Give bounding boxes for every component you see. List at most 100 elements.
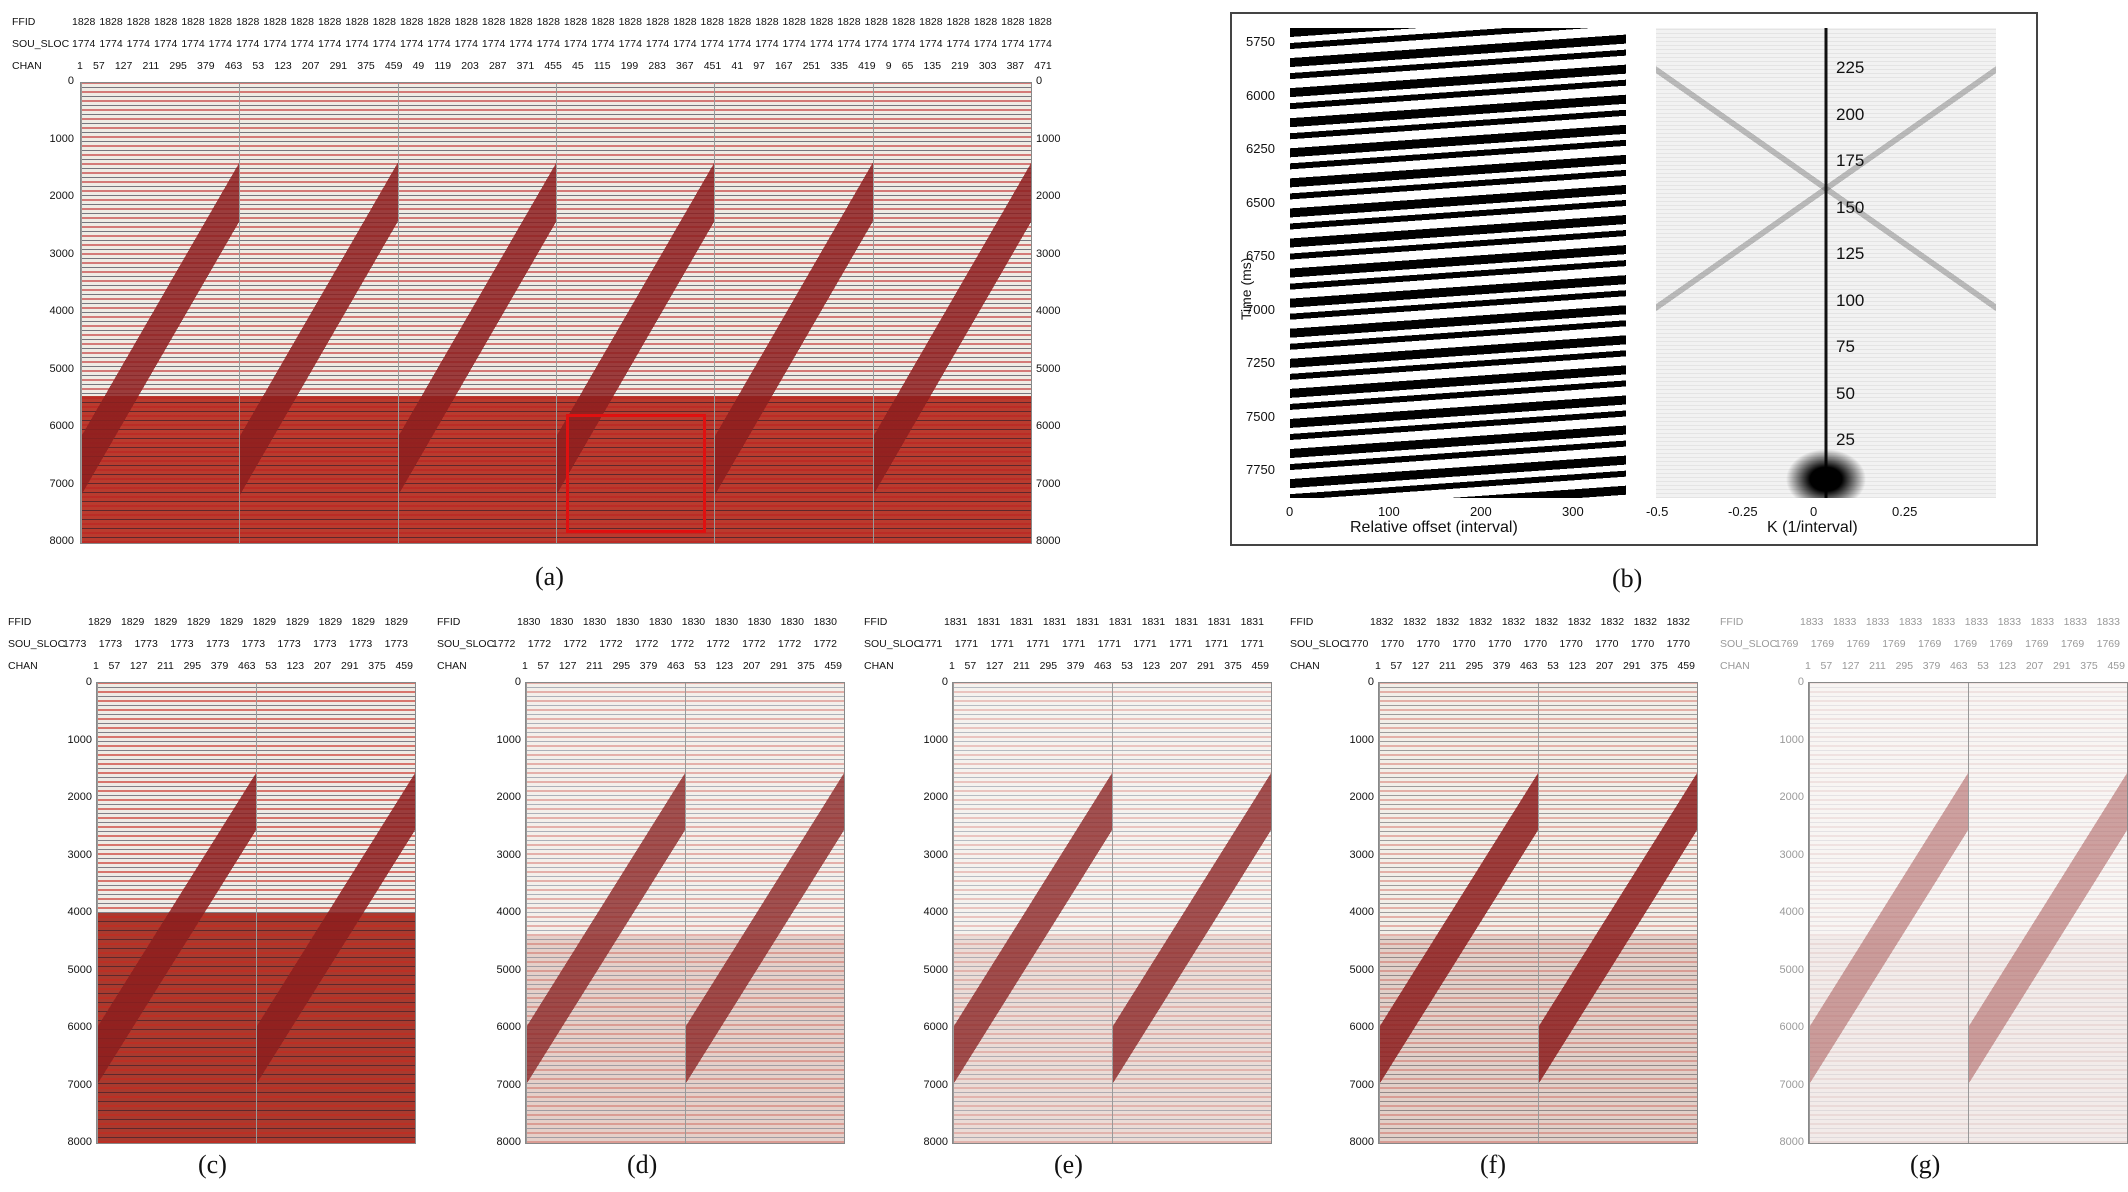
sou-value: 1773 — [170, 638, 194, 650]
y-tick-label: 0 — [514, 676, 521, 688]
ffid-value: 1829 — [351, 616, 375, 628]
sou-value: 1769 — [1882, 638, 1906, 650]
chan-value: 211 — [142, 60, 160, 72]
chan-value: 375 — [1650, 660, 1668, 672]
chan-values: 1 57 127 211 295 379 463 53 123 207 291 375 459 49 119… — [77, 60, 1052, 72]
chan-value: 463 — [238, 660, 256, 672]
sou-value: 1774 — [727, 38, 752, 50]
sou-value: 1773 — [98, 638, 123, 650]
shot-gather-segment — [685, 683, 844, 1143]
chan-value: 295 — [1895, 660, 1914, 672]
y-tick-label: 7000 — [496, 1078, 521, 1091]
shot-gather-segment — [1538, 683, 1697, 1143]
sou-value: 1769 — [1810, 638, 1835, 650]
sou-value: 1769 — [1953, 638, 1978, 650]
chan-value: 375 — [797, 660, 815, 672]
chan-value: 211 — [157, 660, 174, 672]
sou-value: 1774 — [72, 38, 96, 50]
chan-value: 119 — [434, 60, 452, 72]
shot-gather-segment — [1112, 683, 1271, 1143]
chan-value: 459 — [384, 60, 403, 72]
ffid-value: 1830 — [780, 616, 804, 628]
ffid-value: 1832 — [1534, 616, 1559, 628]
ffid-value: 1828 — [837, 16, 861, 28]
chan-value: 379 — [639, 660, 658, 672]
ffid-value: 1828 — [618, 16, 642, 28]
chan-value: 57 — [92, 60, 105, 72]
y-tick-label: 5000 — [923, 963, 948, 976]
y-tick-label: 8000 — [1036, 535, 1061, 547]
chan-value: 207 — [313, 660, 332, 672]
chan-value: 57 — [964, 660, 977, 672]
y-tick-label: 6000 — [1349, 1021, 1374, 1033]
k-tick-label: -0.25 — [1728, 504, 1758, 519]
chan-value: 291 — [1197, 660, 1215, 672]
sou-value: 1770 — [1523, 638, 1548, 650]
chan-values: 1 57 127 211 295 379 463 53 123 207 291 375 459 — [1375, 660, 1695, 672]
shot-gather-segment — [1379, 683, 1539, 1143]
y-tick-label: 7000 — [1036, 477, 1061, 490]
y-tick-label: 3000 — [1349, 848, 1374, 861]
ffid-value: 1830 — [615, 616, 640, 628]
chan-value: 53 — [252, 60, 265, 72]
sou-value: 1769 — [1775, 638, 1799, 650]
ffid-value: 1829 — [120, 616, 145, 628]
time-tick-label: 7750 — [1246, 462, 1275, 477]
y-tick-label: 3000 — [1779, 848, 1804, 861]
ffid-value: 1828 — [891, 16, 916, 28]
shot-gather-segment — [526, 683, 686, 1143]
ffid-label: FFID — [1720, 616, 1744, 628]
ffid-values: 1832 1832 1832 1832 1832 1832 1832 1832 1832 1832 — [1370, 616, 1690, 628]
y-tick-label: 7000 — [67, 1078, 92, 1091]
sou-value: 1771 — [1240, 638, 1264, 650]
shot-gather-segment — [256, 683, 415, 1143]
y-tick-label: 7000 — [923, 1078, 948, 1091]
sou-value: 1774 — [153, 38, 178, 50]
sou-value: 1774 — [481, 38, 506, 50]
chan-value: 53 — [265, 660, 277, 672]
sou-values: 1774 1774 1774 1774 1774 1774 1774 1774 1774 1774… — [72, 38, 1052, 50]
y-tick-label: 2000 — [49, 190, 74, 202]
chan-value: 1 — [77, 60, 83, 72]
chan-value: 9 — [885, 60, 892, 72]
ffid-value: 1829 — [285, 616, 310, 628]
ffid-value: 1831 — [976, 616, 1001, 628]
y-tick-label: 4000 — [1779, 906, 1804, 918]
y-tick-label: 5000 — [1779, 963, 1804, 976]
chan-value: 463 — [224, 60, 243, 72]
chan-value: 1 — [1375, 660, 1381, 672]
shot-gather-segment — [97, 683, 257, 1143]
y-tick-label: 7000 — [1779, 1078, 1804, 1091]
y-tick-label: 1000 — [67, 733, 92, 746]
time-tick-label: 6000 — [1246, 87, 1275, 103]
chan-value: 49 — [412, 60, 425, 72]
ffid-value: 1828 — [727, 16, 752, 28]
ffid-value: 1828 — [673, 16, 697, 28]
chan-value: 375 — [357, 60, 375, 72]
y-tick-label: 3000 — [1036, 247, 1061, 260]
ffid-value: 1828 — [536, 16, 560, 28]
ffid-value: 1831 — [944, 616, 968, 628]
sou-value: 1774 — [372, 38, 396, 50]
seismic-gather-d — [525, 682, 845, 1144]
y-tick-label: 8000 — [496, 1136, 521, 1148]
chan-value: 379 — [1492, 660, 1511, 672]
sou-value: 1773 — [313, 638, 337, 650]
sou-values: 1771 1771 1771 1771 1771 1771 1771 1771 1771 1771 — [919, 638, 1264, 650]
sou-value: 1771 — [1026, 638, 1050, 650]
sou-value: 1770 — [1487, 638, 1512, 650]
y-tick-label: 4000 — [496, 906, 521, 918]
seismic-gather-a — [80, 82, 1032, 544]
frequency-tick-label: 25 — [1836, 430, 1855, 449]
chan-value: 123 — [715, 660, 734, 672]
panel-b: Time (ms) 5750 6000 6250 6500 6750 7000 7250 75… — [1230, 12, 2038, 593]
ffid-value: 1828 — [755, 16, 779, 28]
frequency-tick-label: 225 — [1836, 58, 1865, 77]
seismic-gather-e — [952, 682, 1272, 1144]
caption-f: (f) — [1480, 1150, 1506, 1179]
sou-value: 1772 — [527, 638, 552, 650]
sou-header-row: SOU_SLOC 1774 1774 1774 1774 1774 1774 1774 177… — [12, 38, 1072, 52]
chan-value: 455 — [544, 60, 562, 72]
ffid-value: 1828 — [372, 16, 396, 28]
time-tick-label: 7000 — [1246, 301, 1275, 317]
